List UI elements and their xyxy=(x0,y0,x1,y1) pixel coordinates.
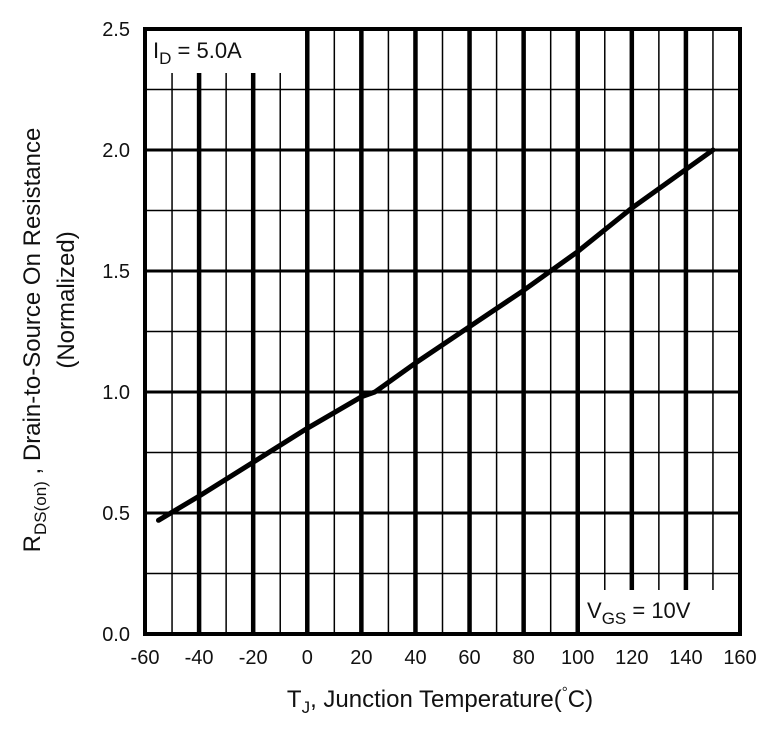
grid xyxy=(145,29,740,634)
y-tick-label: 1.5 xyxy=(102,261,130,283)
x-tick-labels: -60 -40 -20 0 20 40 60 80 100 120 140 160 xyxy=(131,647,757,669)
y-tick-labels: 0.0 0.5 1.0 1.5 2.0 2.5 xyxy=(102,19,130,646)
x-tick-label: 120 xyxy=(615,647,648,669)
x-tick-label: 40 xyxy=(404,647,426,669)
x-tick-label: -40 xyxy=(185,647,214,669)
y-axis-label-line2: (Normalized) xyxy=(53,231,80,368)
y-tick-label: 0.0 xyxy=(102,624,130,646)
x-tick-label: 60 xyxy=(458,647,480,669)
x-tick-label: 20 xyxy=(350,647,372,669)
y-tick-label: 1.0 xyxy=(102,382,130,404)
plot-frame xyxy=(143,27,742,636)
y-axis-label: RDS(on) , Drain-to-Source On Resistance xyxy=(19,128,50,553)
rdson-curve xyxy=(156,147,716,523)
annotation-vgs: VGS = 10V xyxy=(587,598,691,628)
x-tick-label: 80 xyxy=(513,647,535,669)
annotation-id: ID = 5.0A xyxy=(153,38,242,68)
x-tick-label: 160 xyxy=(723,647,756,669)
series xyxy=(156,147,716,523)
x-tick-label: -20 xyxy=(239,647,268,669)
x-tick-label: 140 xyxy=(669,647,702,669)
x-tick-label: 0 xyxy=(302,647,313,669)
y-tick-label: 0.5 xyxy=(102,503,130,525)
y-tick-label: 2.5 xyxy=(102,19,130,41)
x-axis-label: TJ, Junction Temperature(°C) xyxy=(287,684,593,717)
annotation-box-vgs xyxy=(580,590,738,632)
x-tick-label: -60 xyxy=(131,647,160,669)
y-tick-label: 2.0 xyxy=(102,140,130,162)
annotation-box-id xyxy=(147,31,305,73)
x-tick-label: 100 xyxy=(561,647,594,669)
